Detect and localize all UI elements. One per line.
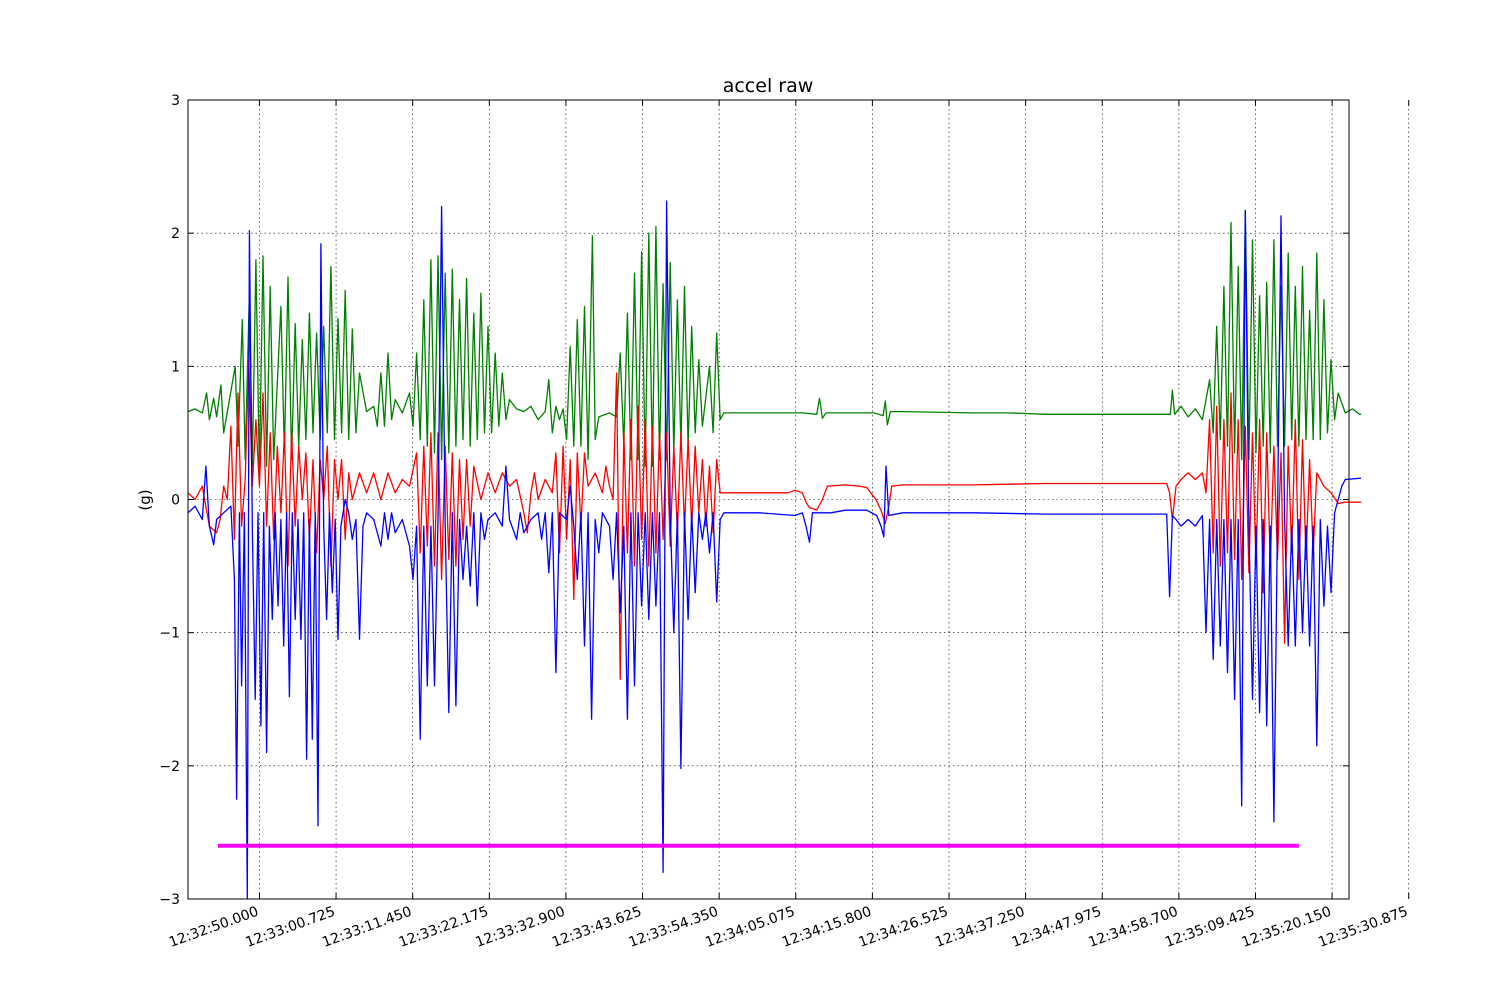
series-line-0 [187, 209, 1361, 474]
y-tick-label: 1 [171, 359, 180, 375]
y-tick-label: 0 [171, 493, 180, 509]
y-tick-label: −3 [159, 892, 180, 908]
chart-title: accel raw [723, 75, 814, 97]
y-tick-label: −2 [159, 759, 180, 775]
y-axis-label: (g) [136, 489, 154, 510]
plot-frame [187, 99, 1350, 900]
y-tick-label: 3 [171, 93, 180, 109]
y-tick-label: 2 [171, 226, 180, 242]
series-layer [187, 200, 1362, 900]
y-tick-label: −1 [159, 626, 180, 642]
series-line-2 [187, 200, 1362, 900]
